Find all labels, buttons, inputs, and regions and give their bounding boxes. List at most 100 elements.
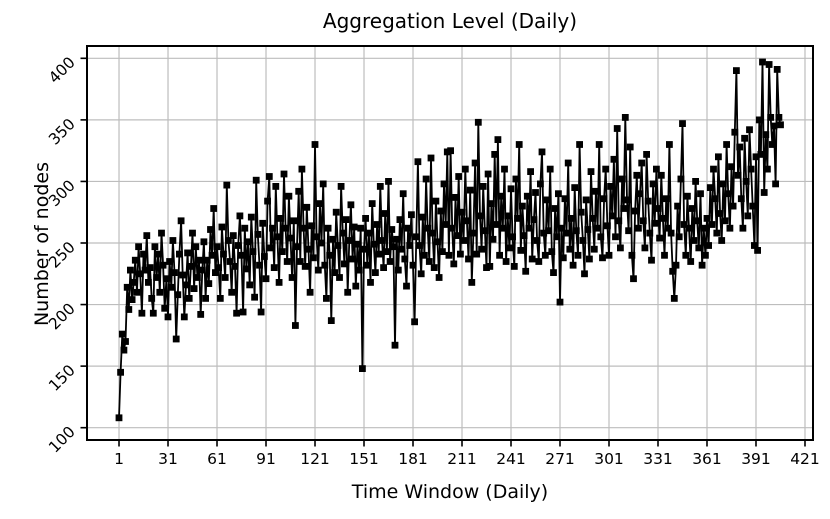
- data-point-marker: [633, 171, 641, 179]
- data-point-marker: [625, 227, 632, 235]
- data-point-marker: [213, 243, 221, 251]
- data-point-marker: [564, 159, 572, 167]
- data-point-marker: [368, 200, 376, 207]
- data-point-marker: [421, 251, 428, 259]
- x-axis-label: Time Window (Daily): [351, 481, 549, 503]
- data-point-marker: [551, 205, 559, 212]
- data-point-marker: [553, 233, 561, 241]
- data-point-marker: [566, 245, 574, 253]
- data-point-marker: [310, 254, 317, 262]
- data-point-marker: [657, 171, 665, 179]
- data-point-marker: [595, 141, 603, 148]
- data-point-marker: [525, 224, 533, 232]
- data-point-marker: [517, 247, 525, 254]
- data-point-marker: [568, 215, 575, 222]
- data-point-marker: [422, 175, 430, 183]
- data-point-marker: [198, 266, 206, 274]
- axes-frame: [86, 45, 814, 441]
- data-point-marker: [308, 222, 316, 230]
- data-point-marker: [399, 190, 407, 198]
- data-point-marker: [226, 258, 234, 265]
- data-point-marker: [149, 309, 157, 317]
- data-point-marker: [167, 283, 175, 291]
- data-point-marker: [499, 224, 507, 232]
- data-point-marker: [146, 264, 154, 271]
- data-point-marker: [724, 190, 732, 198]
- data-point-marker: [592, 187, 600, 195]
- data-point-marker: [342, 216, 350, 223]
- y-tick-label: 100: [45, 423, 79, 457]
- data-point-marker: [760, 189, 768, 196]
- data-point-marker: [256, 261, 263, 269]
- data-point-marker: [202, 295, 209, 302]
- data-point-marker: [519, 202, 526, 210]
- data-point-marker: [192, 243, 200, 251]
- data-point-marker: [349, 255, 356, 263]
- data-point-marker: [187, 263, 195, 270]
- data-point-marker: [494, 136, 502, 143]
- data-point-marker: [205, 280, 213, 287]
- data-point-marker: [749, 202, 757, 210]
- data-point-marker: [118, 330, 126, 338]
- data-point-marker: [316, 200, 324, 207]
- x-tick-label: 1: [114, 450, 124, 468]
- data-point-marker: [457, 250, 464, 258]
- data-point-marker: [246, 281, 254, 289]
- data-point-marker: [706, 184, 714, 191]
- data-point-marker: [538, 148, 546, 156]
- chart-title: Aggregation Level (Daily): [322, 9, 578, 33]
- data-point-marker: [687, 258, 695, 265]
- data-point-marker: [261, 253, 268, 260]
- data-point-marker: [254, 231, 262, 238]
- data-point-marker: [409, 261, 417, 269]
- data-point-marker: [430, 264, 438, 271]
- data-point-marker: [486, 263, 494, 270]
- data-point-marker: [447, 147, 454, 155]
- data-point-marker: [574, 251, 582, 259]
- data-point-marker: [737, 195, 745, 203]
- data-point-marker: [141, 266, 149, 274]
- data-point-marker: [698, 261, 706, 269]
- data-point-marker: [411, 318, 418, 326]
- data-point-marker: [607, 183, 614, 190]
- data-point-marker: [189, 229, 196, 237]
- data-point-marker: [357, 224, 365, 232]
- data-point-marker: [278, 248, 286, 255]
- data-point-marker: [127, 266, 134, 274]
- data-point-marker: [587, 168, 595, 175]
- x-tick-label: 271: [545, 450, 575, 468]
- data-point-marker: [244, 238, 252, 246]
- data-point-marker: [190, 285, 198, 292]
- data-point-marker: [274, 233, 281, 241]
- data-point-marker: [164, 313, 172, 321]
- data-point-marker: [401, 255, 409, 263]
- data-point-marker: [159, 261, 167, 269]
- data-point-marker: [221, 274, 229, 281]
- data-point-marker: [620, 205, 628, 212]
- data-point-marker: [434, 238, 441, 246]
- data-point-marker: [334, 242, 342, 249]
- data-point-marker: [153, 274, 160, 281]
- data-point-marker: [321, 261, 329, 269]
- data-point-marker: [628, 251, 636, 259]
- data-point-marker: [577, 208, 585, 216]
- data-point-marker: [537, 180, 544, 188]
- data-point-marker: [666, 141, 673, 148]
- data-point-marker: [345, 237, 353, 244]
- data-point-marker: [561, 195, 569, 203]
- data-point-marker: [249, 248, 257, 255]
- data-point-marker: [194, 274, 201, 281]
- data-point-marker: [207, 226, 214, 233]
- x-tick-label: 181: [398, 450, 428, 468]
- data-point-marker: [700, 224, 708, 232]
- data-point-marker: [702, 251, 709, 259]
- data-point-marker: [123, 283, 131, 291]
- data-point-marker: [641, 244, 649, 252]
- data-point-marker: [597, 233, 605, 241]
- data-point-marker: [200, 238, 208, 246]
- data-point-marker: [661, 251, 668, 259]
- data-point-marker: [156, 288, 164, 296]
- data-point-marker: [688, 205, 696, 212]
- data-point-marker: [180, 313, 188, 321]
- data-point-marker: [747, 165, 755, 173]
